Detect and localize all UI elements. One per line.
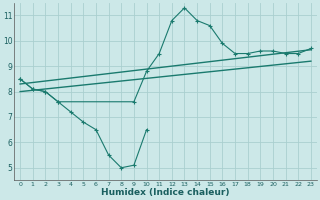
X-axis label: Humidex (Indice chaleur): Humidex (Indice chaleur) bbox=[101, 188, 230, 197]
